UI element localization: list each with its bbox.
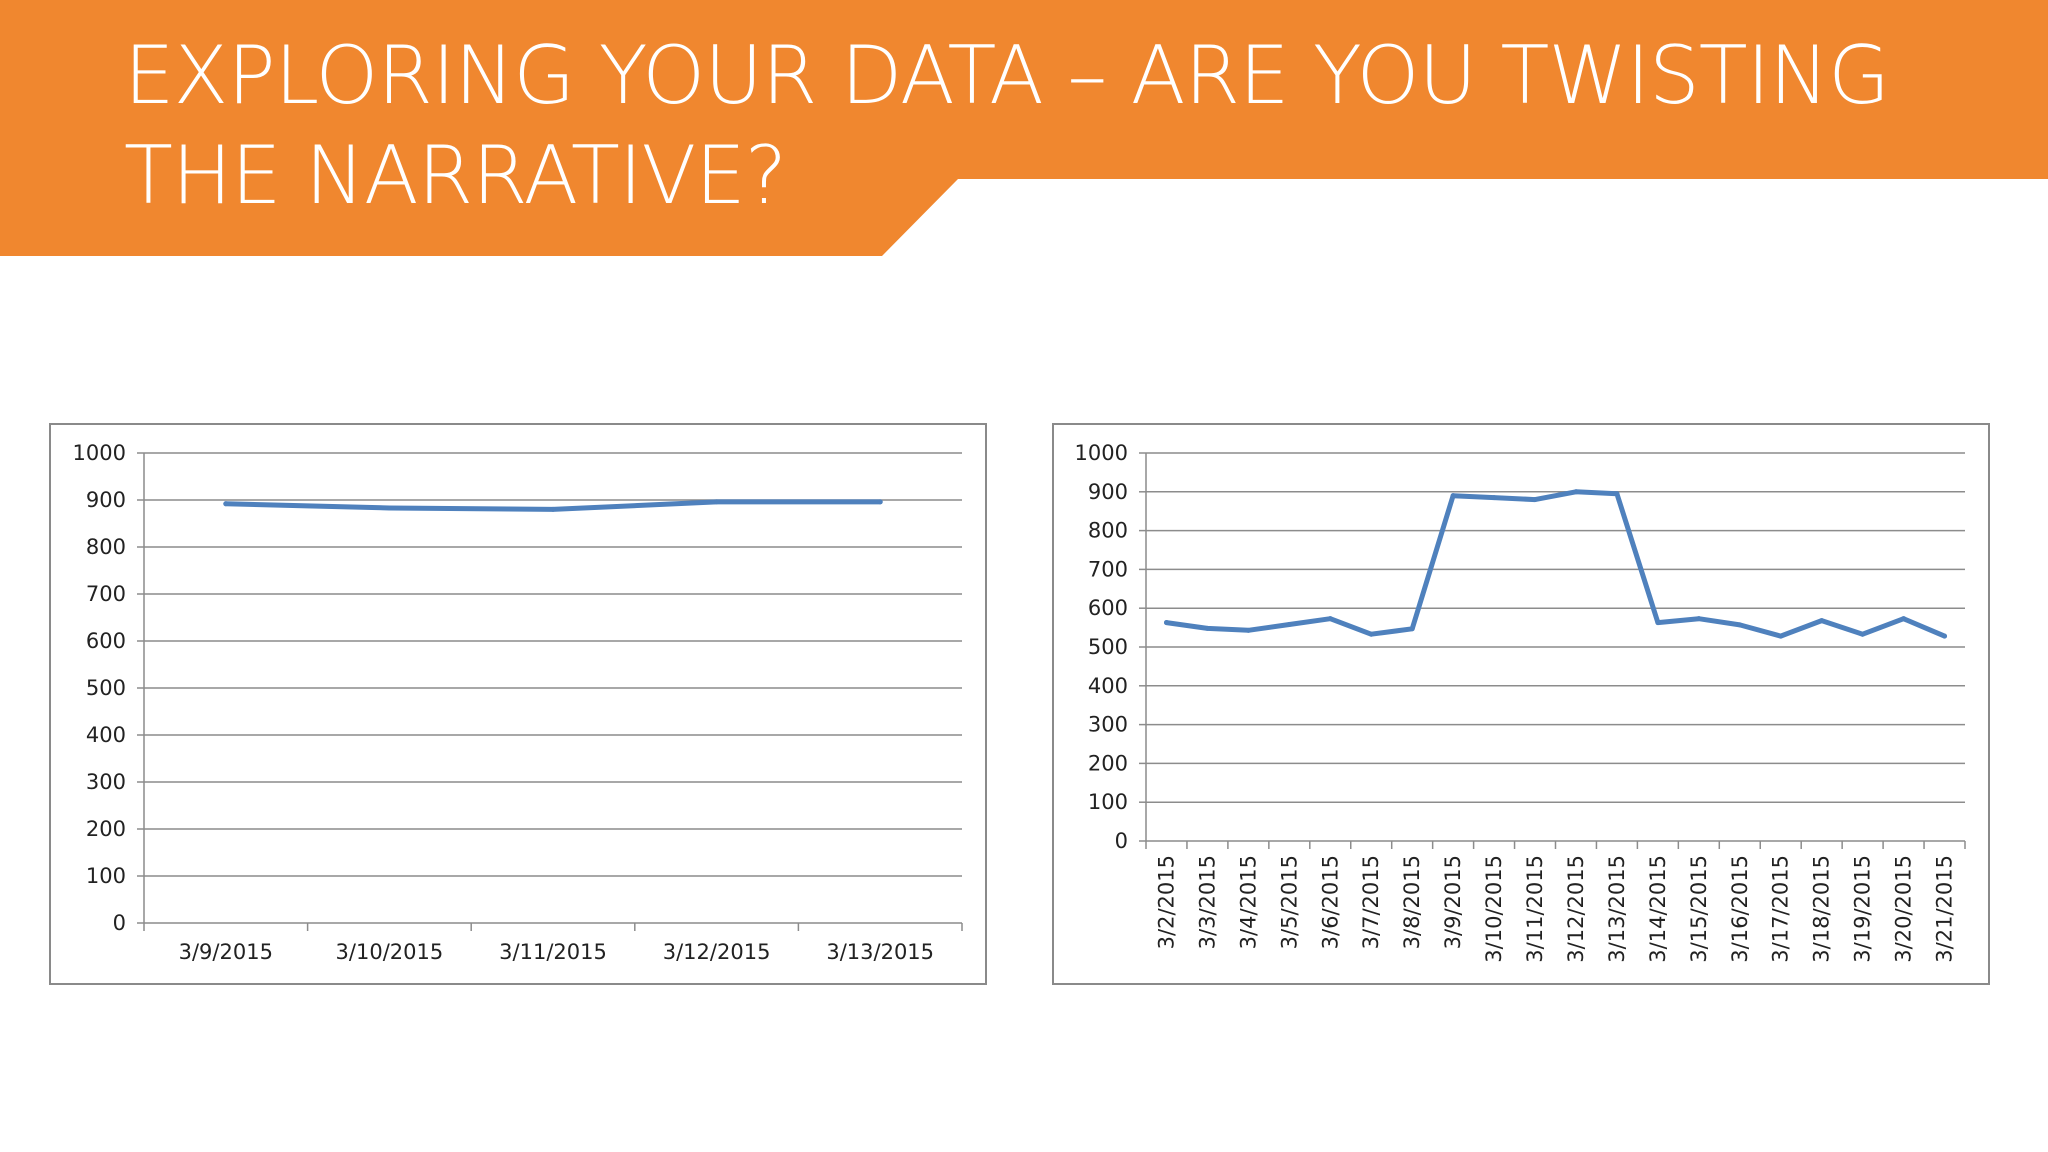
data-point <box>1368 631 1374 637</box>
y-tick-label: 500 <box>1088 635 1128 659</box>
series-line <box>1164 489 1947 639</box>
y-tick-label: 600 <box>86 629 126 653</box>
data-point <box>1573 489 1579 495</box>
data-point <box>1696 616 1702 622</box>
data-point <box>1532 497 1538 503</box>
y-tick-label: 100 <box>1088 790 1128 814</box>
data-point <box>1778 633 1784 639</box>
data-point <box>1614 491 1620 497</box>
data-point <box>1942 633 1948 639</box>
data-point <box>1450 493 1456 499</box>
y-tick-label: 400 <box>1088 674 1128 698</box>
data-point <box>550 506 556 512</box>
data-point <box>877 499 883 505</box>
y-tick-label: 200 <box>1088 751 1128 775</box>
x-tick-label: 3/12/2015 <box>1564 855 1588 963</box>
data-point <box>1204 625 1210 631</box>
y-tick-label: 600 <box>1088 596 1128 620</box>
x-tick-label: 3/11/2015 <box>499 940 607 964</box>
x-tick-label: 3/20/2015 <box>1892 855 1916 963</box>
slide-title: EXPLORING YOUR DATA – ARE YOU TWISTING T… <box>124 29 1890 222</box>
y-tick-label: 700 <box>1088 557 1128 581</box>
y-tick-label: 900 <box>1088 480 1128 504</box>
x-tick-label: 3/6/2015 <box>1318 855 1342 949</box>
y-tick-label: 300 <box>1088 713 1128 737</box>
x-tick-label: 3/19/2015 <box>1851 855 1875 963</box>
data-point <box>1286 621 1292 627</box>
chart-right-panel: 0 100 200 300 400 500 600 700 800 900 1000 3/2/2015… <box>1052 423 1990 985</box>
x-tick-label: 3/13/2015 <box>826 940 934 964</box>
y-tick-label: 0 <box>113 911 126 935</box>
x-tick-label: 3/18/2015 <box>1810 855 1834 963</box>
y-tick-label: 100 <box>86 864 126 888</box>
data-point <box>1245 627 1251 633</box>
x-tick-label: 3/10/2015 <box>336 940 444 964</box>
y-tick-label: 900 <box>86 488 126 512</box>
y-tick-label: 400 <box>86 723 126 747</box>
data-point <box>1163 620 1169 626</box>
y-tick-label: 800 <box>86 535 126 559</box>
y-tick-label: 700 <box>86 582 126 606</box>
x-tick-label: 3/9/2015 <box>179 940 273 964</box>
x-tick-label: 3/5/2015 <box>1277 855 1301 949</box>
y-tick-label: 1000 <box>73 441 126 465</box>
data-point <box>1327 616 1333 622</box>
x-tick-label: 3/15/2015 <box>1687 855 1711 963</box>
data-point <box>1737 622 1743 628</box>
x-tick-label: 3/12/2015 <box>663 940 771 964</box>
x-tick-label: 3/4/2015 <box>1236 855 1260 949</box>
x-tick-label: 3/2/2015 <box>1154 855 1178 949</box>
data-point <box>1860 631 1866 637</box>
x-tick-label: 3/7/2015 <box>1359 855 1383 949</box>
y-tick-label: 300 <box>86 770 126 794</box>
y-tick-label: 1000 <box>1075 441 1128 465</box>
banner-background <box>0 0 2048 256</box>
data-point <box>386 505 392 511</box>
title-banner <box>0 0 2048 256</box>
x-tick-label: 3/9/2015 <box>1441 855 1465 949</box>
data-point <box>1819 618 1825 624</box>
data-point <box>1655 620 1661 626</box>
data-point <box>1901 616 1907 622</box>
data-point <box>1491 495 1497 501</box>
x-tick-label: 3/11/2015 <box>1523 855 1547 963</box>
x-tick-label: 3/13/2015 <box>1605 855 1629 963</box>
chart-right: 0 100 200 300 400 500 600 700 800 900 1000 3/2/2015… <box>1075 441 1966 963</box>
y-tick-label: 500 <box>86 676 126 700</box>
x-tick-label: 3/16/2015 <box>1728 855 1752 963</box>
data-point <box>1409 626 1415 632</box>
data-point <box>714 499 720 505</box>
data-point <box>223 501 229 507</box>
x-tick-label: 3/21/2015 <box>1933 855 1957 963</box>
x-tick-label: 3/17/2015 <box>1769 855 1793 963</box>
x-tick-label: 3/8/2015 <box>1400 855 1424 949</box>
chart-left: 0 100 200 300 400 500 600 700 800 900 1000 3/9/2015… <box>73 441 963 964</box>
y-tick-label: 800 <box>1088 519 1128 543</box>
chart-left-panel: 0 100 200 300 400 500 600 700 800 900 1000 3/9/2015… <box>49 423 987 985</box>
x-tick-label: 3/14/2015 <box>1646 855 1670 963</box>
y-tick-label: 0 <box>1115 829 1128 853</box>
x-tick-label: 3/10/2015 <box>1482 855 1506 963</box>
y-tick-label: 200 <box>86 817 126 841</box>
x-tick-label: 3/3/2015 <box>1195 855 1219 949</box>
